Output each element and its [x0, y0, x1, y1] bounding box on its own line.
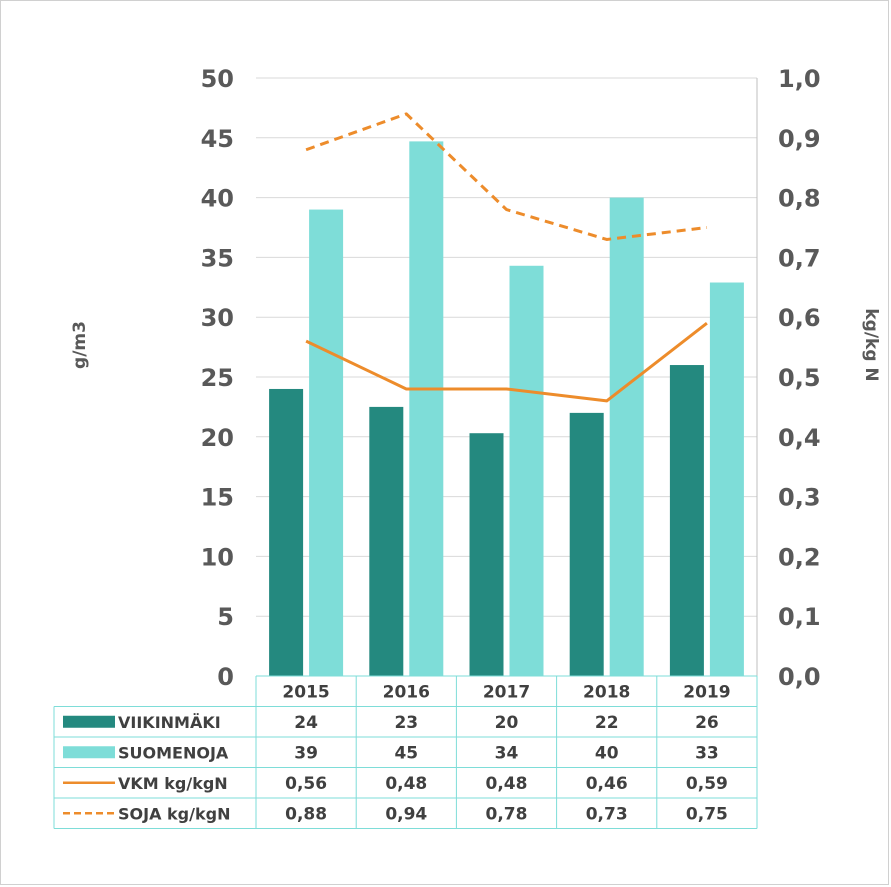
- bar-suomenoja-2017: [509, 265, 544, 676]
- data-label: 22: [595, 713, 619, 733]
- bar-viikinm-ki-2019: [669, 365, 704, 676]
- legend-label: VIIKINMÄKI: [118, 713, 221, 732]
- bar-viikinm-ki-2016: [369, 406, 404, 676]
- data-label: 0,48: [385, 774, 427, 794]
- data-label: 33: [695, 743, 719, 763]
- y-tick-label: 5: [217, 603, 234, 631]
- data-table: 2015 2016 2017 2018 2019 VIIKINMÄKI 24 23 20 22 26…: [53, 675, 758, 829]
- bar-suomenoja-2016: [409, 141, 444, 676]
- data-label: 0,94: [385, 804, 427, 824]
- bar-viikinm-ki-2015: [269, 388, 304, 676]
- data-label: 0,88: [285, 804, 327, 824]
- y2-tick-label: 0,8: [778, 185, 821, 213]
- data-label: 0,59: [686, 774, 728, 794]
- y-tick-label: 45: [201, 125, 234, 153]
- legend-key: [63, 715, 115, 728]
- data-label: 24: [294, 713, 318, 733]
- x-tick-label: 2019: [683, 682, 730, 702]
- data-label: 0,78: [486, 804, 528, 824]
- bars: [269, 141, 744, 676]
- data-label: 45: [394, 743, 418, 763]
- data-label: 26: [695, 713, 719, 733]
- y-tick-label: 0: [217, 663, 234, 691]
- data-label: 0,56: [285, 774, 327, 794]
- legend-label: VKM kg/kgN: [118, 774, 228, 793]
- data-label: 34: [495, 743, 519, 763]
- legend-key: [63, 746, 115, 759]
- data-label: 40: [595, 743, 619, 763]
- y2-tick-label: 0,9: [778, 125, 821, 153]
- y2-tick-label: 1,0: [778, 65, 821, 93]
- y2-axis-title: kg/kg N: [861, 308, 881, 381]
- y-tick-label: 20: [201, 424, 234, 452]
- lines: [305, 112, 708, 403]
- bar-suomenoja-2018: [609, 197, 644, 676]
- data-label: 0,73: [586, 804, 628, 824]
- data-label: 0,46: [586, 774, 628, 794]
- legend-label: SUOMENOJA: [118, 743, 229, 762]
- data-label: 20: [495, 713, 519, 733]
- y2-tick-label: 0,5: [778, 364, 821, 392]
- data-label: 0,48: [486, 774, 528, 794]
- x-tick-label: 2017: [483, 682, 530, 702]
- y2-tick-label: 0,1: [778, 603, 821, 631]
- bar-suomenoja-2015: [309, 209, 344, 676]
- line-soja-kg-kgn: [305, 112, 708, 241]
- bar-viikinm-ki-2018: [569, 412, 604, 676]
- x-tick-label: 2016: [383, 682, 430, 702]
- y-tick-label: 30: [201, 304, 234, 332]
- x-tick-label: 2015: [282, 682, 329, 702]
- bar-viikinm-ki-2017: [469, 433, 504, 676]
- y2-tick-label: 0,6: [778, 304, 821, 332]
- y-tick-label: 25: [201, 364, 234, 392]
- y2-tick-label: 0,0: [778, 663, 821, 691]
- y-tick-label: 10: [201, 543, 234, 571]
- x-tick-label: 2018: [583, 682, 630, 702]
- y-tick-label: 40: [201, 185, 234, 213]
- line-vkm-kg-kgn: [305, 321, 708, 403]
- data-label: 23: [394, 713, 418, 733]
- data-label: 0,75: [686, 804, 728, 824]
- y2-tick-label: 0,7: [778, 244, 821, 272]
- y-axis-title: g/m3: [70, 321, 90, 369]
- legend-label: SOJA kg/kgN: [118, 804, 230, 823]
- y-tick-label: 50: [201, 65, 234, 93]
- y2-tick-label: 0,3: [778, 484, 821, 512]
- y-tick-label: 35: [201, 244, 234, 272]
- y-tick-label: 15: [201, 484, 234, 512]
- y2-tick-label: 0,2: [778, 543, 821, 571]
- bar-suomenoja-2019: [709, 282, 744, 676]
- axes: 0 5 10 15 20 25 30 35 40 45 50 0,0 0,1 0,2 0,3 0,4 0,5 0,…: [201, 65, 821, 691]
- data-label: 39: [294, 743, 318, 763]
- y2-tick-label: 0,4: [778, 424, 821, 452]
